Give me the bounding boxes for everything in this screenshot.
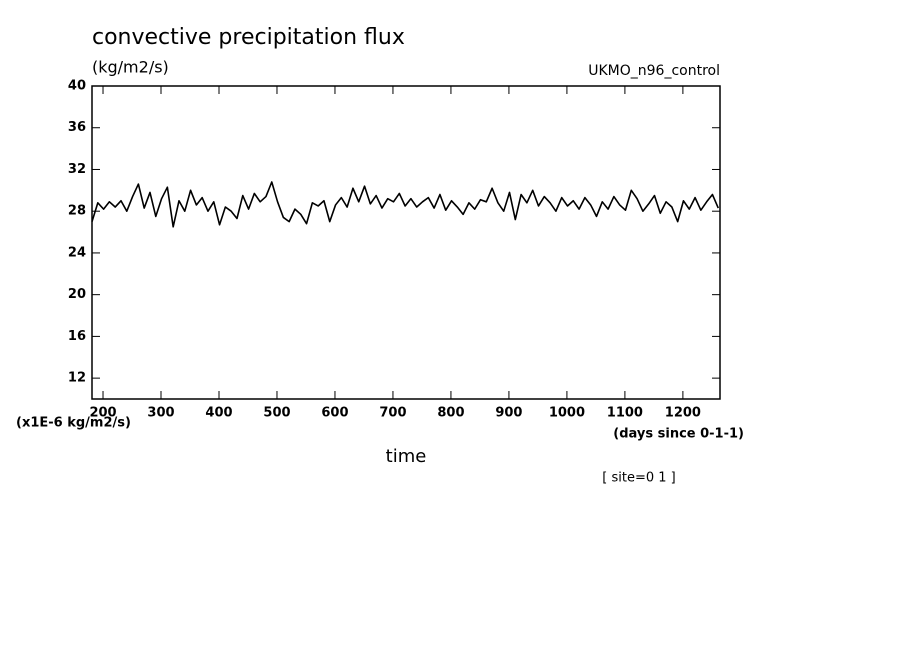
y-tick-label: 20 <box>68 287 86 302</box>
x-tick-label: 200 <box>89 406 116 421</box>
x-tick-label: 300 <box>147 406 174 421</box>
x-tick-label: 900 <box>495 406 522 421</box>
chart-title: convective precipitation flux <box>92 25 405 50</box>
y-tick-label: 32 <box>68 162 86 177</box>
y-tick-label: 16 <box>68 329 86 344</box>
x-tick-label: 1100 <box>607 406 643 421</box>
y-scale-label: (x1E-6 kg/m2/s) <box>16 416 131 431</box>
y-tick-label: 28 <box>68 204 86 219</box>
y-tick-label: 40 <box>68 79 86 94</box>
x-tick-label: 500 <box>263 406 290 421</box>
x-tick-label: 400 <box>205 406 232 421</box>
y-tick-label: 12 <box>68 371 86 386</box>
dataset-label: UKMO_n96_control <box>588 63 720 79</box>
x-tick-label: 1200 <box>665 406 701 421</box>
site-label: [ site=0 1 ] <box>602 471 675 486</box>
x-axis-label: time <box>386 446 427 467</box>
data-line <box>91 181 719 228</box>
x-tick-label: 800 <box>437 406 464 421</box>
x-tick-label: 1000 <box>549 406 585 421</box>
y-tick-label: 36 <box>68 120 86 135</box>
plot-frame <box>91 85 721 400</box>
x-units-label: (days since 0-1-1) <box>613 427 744 442</box>
x-tick-label: 700 <box>379 406 406 421</box>
x-tick-label: 600 <box>321 406 348 421</box>
units-label: (kg/m2/s) <box>92 58 169 77</box>
y-tick-label: 24 <box>68 245 86 260</box>
